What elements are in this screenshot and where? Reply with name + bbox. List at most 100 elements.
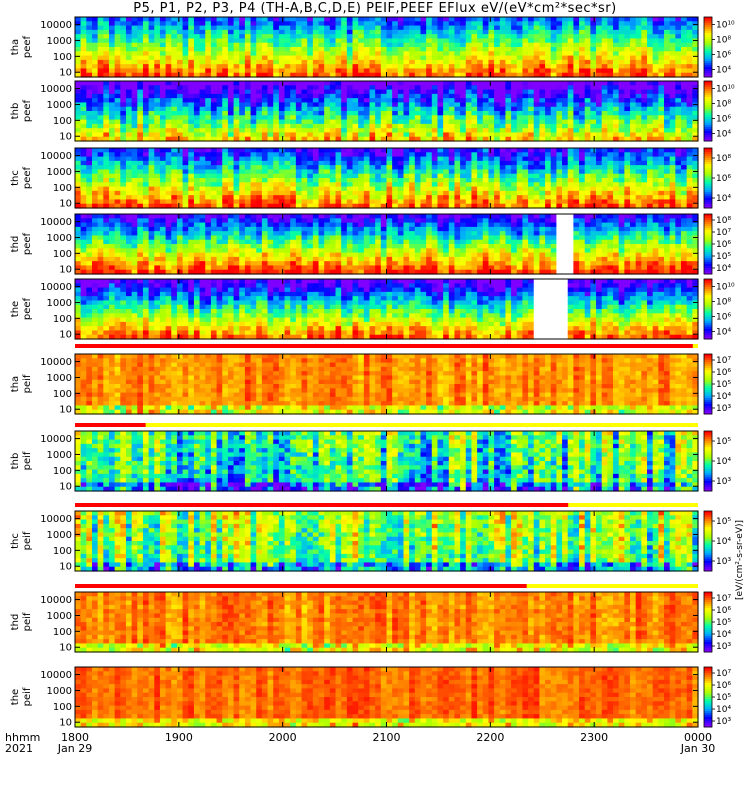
heatmap-cell <box>301 68 308 74</box>
heatmap-cell <box>465 199 473 205</box>
heatmap-cell <box>233 203 240 209</box>
heatmap-cell <box>75 186 82 192</box>
heatmap-cell <box>556 119 563 125</box>
heatmap-cell <box>426 25 433 31</box>
heatmap-cell <box>641 51 648 57</box>
heatmap-cell <box>75 148 82 153</box>
heatmap-cell <box>443 72 450 78</box>
heatmap-cell <box>295 55 303 61</box>
heatmap-cell <box>562 128 569 134</box>
heatmap-cell <box>273 186 280 192</box>
heatmap-cell <box>222 64 229 70</box>
heatmap-cell <box>358 34 365 40</box>
heatmap-cell <box>386 64 393 70</box>
heatmap-cell <box>307 128 314 134</box>
heatmap-cell <box>120 195 127 201</box>
heatmap-cell <box>533 199 541 205</box>
heatmap-cell <box>227 102 235 108</box>
heatmap-cell <box>386 21 393 27</box>
heatmap-cell <box>199 81 206 86</box>
heatmap-cell <box>443 190 450 196</box>
heatmap-cell <box>420 186 427 192</box>
heatmap-cell <box>125 256 133 262</box>
heatmap-cell <box>607 111 614 116</box>
heatmap-cell <box>80 265 87 271</box>
panel-label-product: peef <box>22 166 33 189</box>
heatmap-cell <box>193 34 201 40</box>
heatmap-cell <box>596 81 603 86</box>
heatmap-cell <box>494 165 501 171</box>
heatmap-cell <box>380 178 388 183</box>
heatmap-cell <box>222 25 229 31</box>
heatmap-cell <box>210 47 218 52</box>
heatmap-cell <box>573 136 580 142</box>
heatmap-cell <box>165 34 172 40</box>
heatmap-cell <box>256 165 263 171</box>
heatmap-cell <box>137 98 144 104</box>
heatmap-cell <box>545 186 552 192</box>
heatmap-cell <box>91 239 99 245</box>
heatmap-cell <box>233 64 240 70</box>
heatmap-cell <box>273 106 280 112</box>
heatmap-cell <box>273 17 280 22</box>
heatmap-cell <box>137 81 144 86</box>
heatmap-cell <box>273 165 280 171</box>
heatmap-cell <box>539 186 546 192</box>
heatmap-cell <box>284 85 291 91</box>
heatmap-cell <box>222 21 229 27</box>
heatmap-cell <box>250 123 257 129</box>
heatmap-cell <box>159 182 167 188</box>
heatmap-cell <box>584 38 591 44</box>
heatmap-cell <box>148 123 155 129</box>
heatmap-cell <box>352 132 359 138</box>
heatmap-cell <box>675 34 682 40</box>
heatmap-cell <box>324 38 331 44</box>
heatmap-cell <box>86 173 93 179</box>
heatmap-cell <box>97 222 104 228</box>
heatmap-cell <box>295 25 303 31</box>
heatmap-cell <box>227 199 235 205</box>
heatmap-cell <box>380 160 388 166</box>
heatmap-cell <box>635 169 642 175</box>
heatmap-cell <box>437 160 444 166</box>
heatmap-cell <box>556 123 563 129</box>
heatmap-cell <box>284 21 291 27</box>
heatmap-cell <box>80 226 87 232</box>
heatmap-cell <box>250 115 257 121</box>
heatmap-cell <box>91 256 99 262</box>
heatmap-cell <box>528 195 535 201</box>
heatmap-cell <box>590 136 597 142</box>
heatmap-cell <box>114 132 121 138</box>
heatmap-cell <box>448 182 456 188</box>
heatmap-cell <box>630 169 637 175</box>
heatmap-cell <box>199 68 206 74</box>
heatmap-cell <box>114 173 121 179</box>
heatmap-cell <box>409 59 416 65</box>
heatmap-cell <box>403 156 410 162</box>
heatmap-cell <box>312 72 320 78</box>
heatmap-cell <box>165 123 172 129</box>
heatmap-cell <box>193 169 201 175</box>
heatmap-cell <box>222 132 229 138</box>
heatmap-cell <box>188 34 195 40</box>
heatmap-cell <box>261 111 269 116</box>
heatmap-cell <box>630 190 637 196</box>
heatmap-cell <box>171 128 178 134</box>
heatmap-cell <box>482 199 490 205</box>
heatmap-cell <box>471 136 478 142</box>
heatmap-cell <box>171 47 178 52</box>
heatmap-cell <box>295 128 303 134</box>
heatmap-cell <box>437 25 444 31</box>
heatmap-cell <box>539 59 546 65</box>
heatmap-cell <box>488 128 495 134</box>
heatmap-cell <box>369 47 376 52</box>
heatmap-cell <box>545 25 552 31</box>
heatmap-cell <box>392 115 399 121</box>
heatmap-cell <box>205 119 212 125</box>
heatmap-cell <box>182 106 189 112</box>
heatmap-cell <box>103 199 110 205</box>
heatmap-cell <box>284 47 291 52</box>
heatmap-cell <box>131 160 138 166</box>
heatmap-cell <box>477 169 484 175</box>
heatmap-cell <box>533 89 541 95</box>
